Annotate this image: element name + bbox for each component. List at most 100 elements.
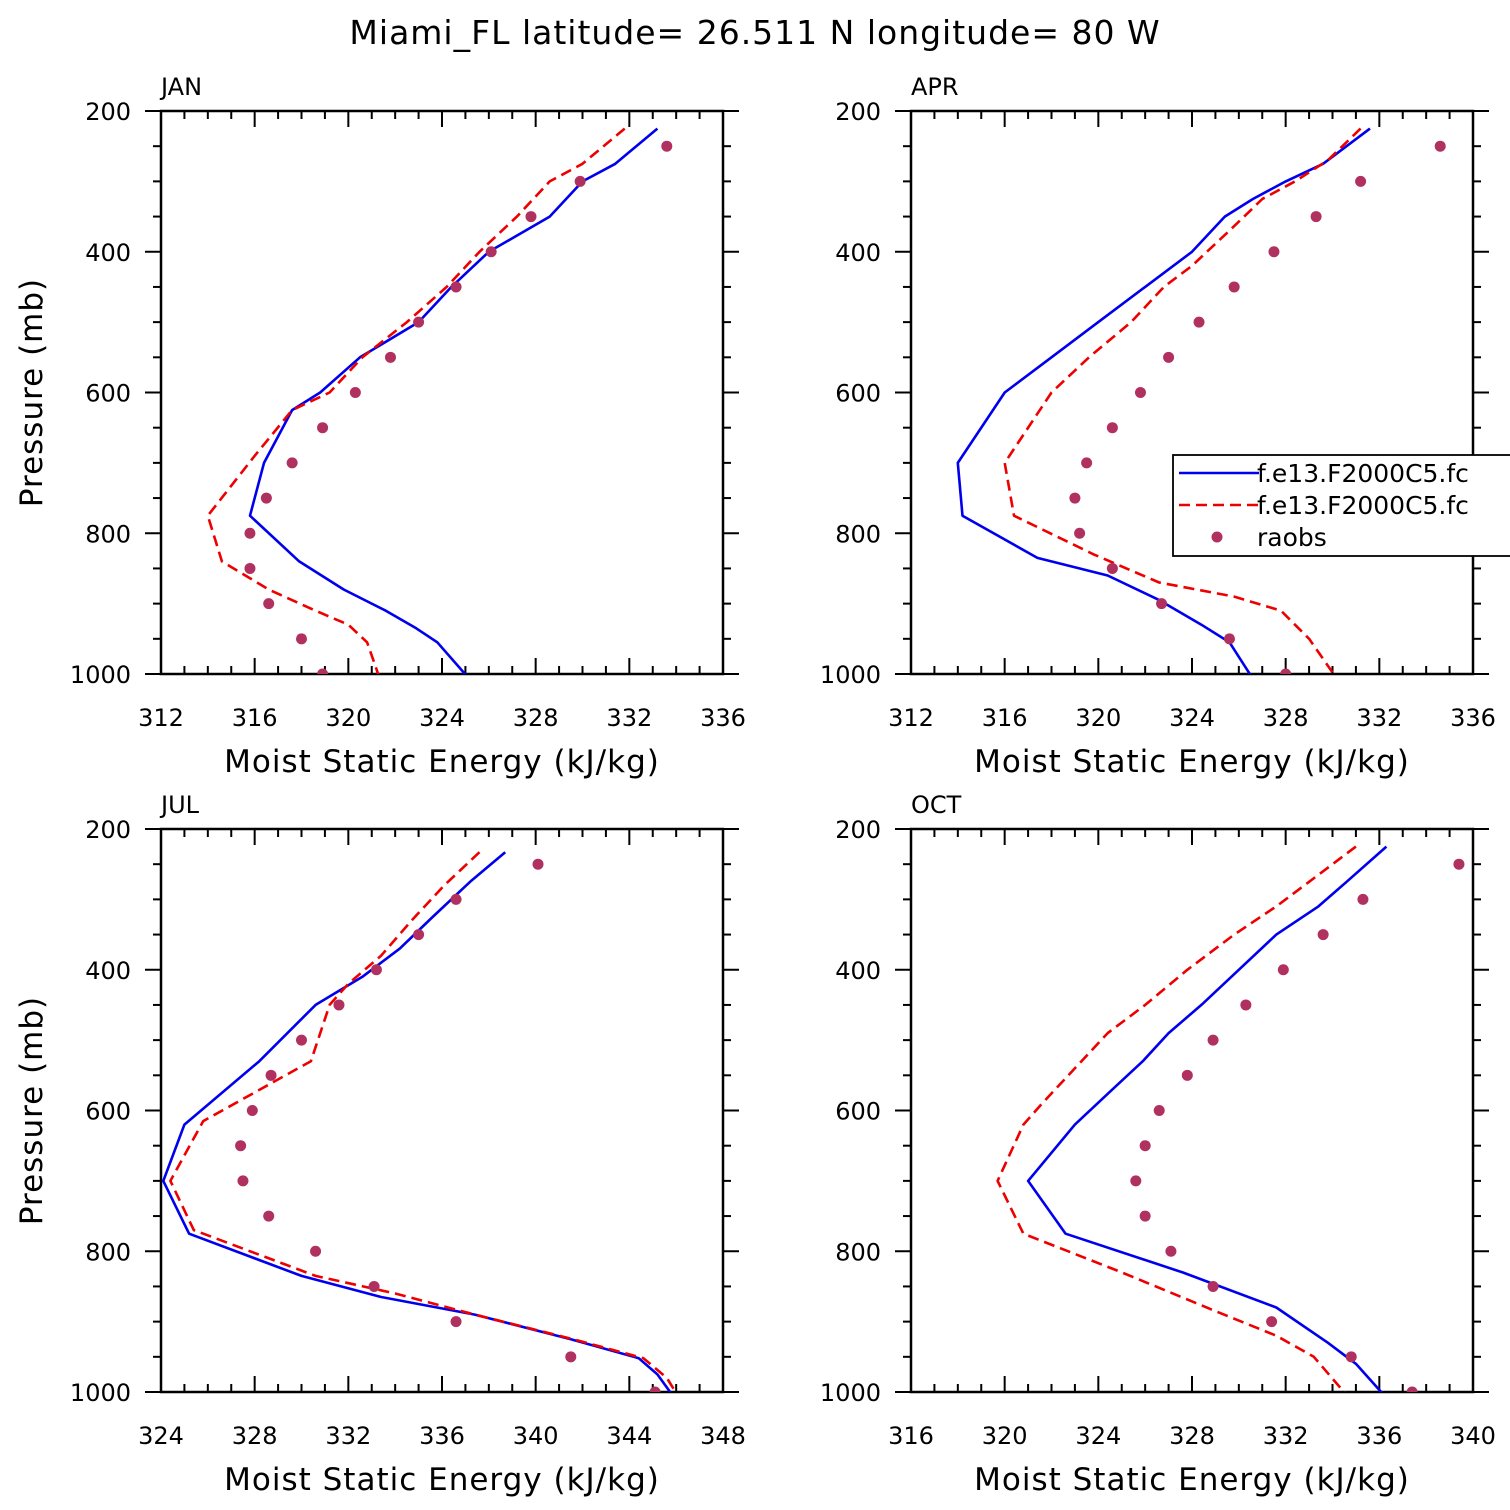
raobs-point <box>349 387 361 398</box>
x-tick-label: 336 <box>419 1422 465 1450</box>
raobs-point <box>1355 175 1367 187</box>
series-line-dashed <box>996 845 1357 1392</box>
raobs-point <box>565 1351 577 1363</box>
x-tick-label: 312 <box>888 704 934 732</box>
plot-area <box>162 851 678 1392</box>
series-line-dashed <box>206 127 626 674</box>
x-tick-label: 340 <box>513 1422 559 1450</box>
y-tick-label: 1000 <box>820 1379 881 1407</box>
plot-area <box>956 127 1446 674</box>
series-line-dashed <box>169 851 678 1392</box>
raobs-point <box>1223 633 1235 645</box>
y-tick-label: 600 <box>835 1098 881 1126</box>
x-tick-label: 320 <box>982 1422 1028 1450</box>
raobs-point <box>1074 527 1086 539</box>
y-tick-label: 600 <box>85 380 131 408</box>
raobs-point <box>370 964 382 976</box>
raobs-point <box>413 316 425 328</box>
raobs-point <box>235 1140 247 1152</box>
raobs-point <box>413 929 425 941</box>
raobs-point <box>317 668 329 674</box>
panel-oct: OCT 316 320 324 328 332 336 340 200 400 600 800 1000… <box>820 791 1496 1498</box>
x-tick-label: 324 <box>1169 704 1215 732</box>
y-tick-label: 600 <box>85 1098 131 1126</box>
plot-area <box>996 845 1465 1392</box>
x-tick-label: 348 <box>700 1422 746 1450</box>
y-tick-label: 800 <box>85 520 131 548</box>
raobs-point <box>1156 598 1168 610</box>
raobs-point <box>1266 1316 1278 1328</box>
raobs-point <box>1130 1175 1142 1187</box>
plot-frame <box>159 109 725 676</box>
raobs-point <box>1357 893 1369 905</box>
raobs-point <box>450 1316 462 1328</box>
panel-jul: JUL 324 328 332 336 340 344 348 200 400 600 800 1000… <box>14 791 746 1498</box>
raobs-point <box>237 1175 249 1187</box>
y-tick-label: 1000 <box>820 661 881 689</box>
y-tick-label: 600 <box>835 380 881 408</box>
y-axis-label: Pressure (mb) <box>14 278 50 507</box>
raobs-point <box>661 140 673 152</box>
y-tick-label: 1000 <box>70 1379 131 1407</box>
raobs-point <box>246 1105 258 1116</box>
y-axis-label: Pressure (mb) <box>14 996 50 1225</box>
raobs-point <box>368 1280 380 1292</box>
raobs-point <box>1153 1105 1165 1116</box>
x-tick-label: 316 <box>982 704 1028 732</box>
x-axis-label: Moist Static Energy (kJ/kg) <box>224 1462 660 1498</box>
raobs-point <box>1240 999 1252 1011</box>
raobs-point <box>244 562 256 574</box>
x-tick-label: 328 <box>1263 704 1309 732</box>
raobs-point <box>1081 457 1093 469</box>
legend-label: f.e13.F2000C5.fc <box>1257 459 1469 488</box>
raobs-point <box>1207 1280 1219 1292</box>
raobs-point <box>1317 929 1329 941</box>
raobs-point <box>263 1210 275 1222</box>
raobs-point <box>286 457 298 469</box>
y-tick-label: 400 <box>85 239 131 267</box>
y-tick-label: 200 <box>835 98 881 126</box>
raobs-point <box>265 1069 277 1081</box>
legend-label: raobs <box>1257 523 1327 552</box>
raobs-point <box>263 598 275 610</box>
y-tick-label: 1000 <box>70 661 131 689</box>
raobs-point <box>1268 246 1280 258</box>
x-tick-label: 332 <box>325 1422 371 1450</box>
panel-jan: JAN 312 316 320 324 328 332 336 200 400 600 800 1000… <box>14 73 746 780</box>
legend: f.e13.F2000C5.fc f.e13.F2000C5.fc raobs <box>1172 454 1510 557</box>
raobs-point <box>1228 281 1240 293</box>
y-tick-label: 400 <box>85 957 131 985</box>
y-tick-label: 200 <box>85 816 131 844</box>
x-tick-label: 320 <box>1075 704 1121 732</box>
panel-apr: APR 312 316 320 324 328 332 336 200 400 600 800 1000… <box>820 73 1496 780</box>
raobs-point <box>1207 1034 1219 1046</box>
x-tick-label: 324 <box>138 1422 184 1450</box>
x-axis-label: Moist Static Energy (kJ/kg) <box>974 1462 1410 1498</box>
legend-label: f.e13.F2000C5.fc <box>1257 491 1469 520</box>
raobs-point <box>1069 492 1081 504</box>
x-tick-label: 336 <box>1356 1422 1402 1450</box>
raobs-point <box>532 858 544 870</box>
raobs-point <box>1181 1069 1193 1081</box>
raobs-point <box>649 1386 661 1392</box>
x-tick-label: 320 <box>325 704 371 732</box>
x-tick-label: 316 <box>888 1422 934 1450</box>
raobs-point <box>384 351 396 363</box>
x-axis-label: Moist Static Energy (kJ/kg) <box>974 744 1410 780</box>
raobs-point <box>450 281 462 293</box>
legend-marker <box>1211 531 1223 543</box>
raobs-point <box>525 211 537 223</box>
plot-frame <box>909 827 1475 1394</box>
y-tick-label: 200 <box>85 98 131 126</box>
figure-title: Miami_FL latitude= 26.511 N longitude= 8… <box>349 13 1160 52</box>
x-tick-label: 332 <box>1356 704 1402 732</box>
x-tick-label: 344 <box>606 1422 652 1450</box>
x-tick-label: 336 <box>700 704 746 732</box>
plot-area <box>206 127 673 674</box>
raobs-point <box>310 1245 322 1257</box>
y-tick-label: 800 <box>835 520 881 548</box>
raobs-point <box>296 1034 307 1046</box>
raobs-point <box>1163 351 1175 363</box>
raobs-point <box>1277 964 1289 976</box>
series-line-solid <box>1026 845 1388 1392</box>
